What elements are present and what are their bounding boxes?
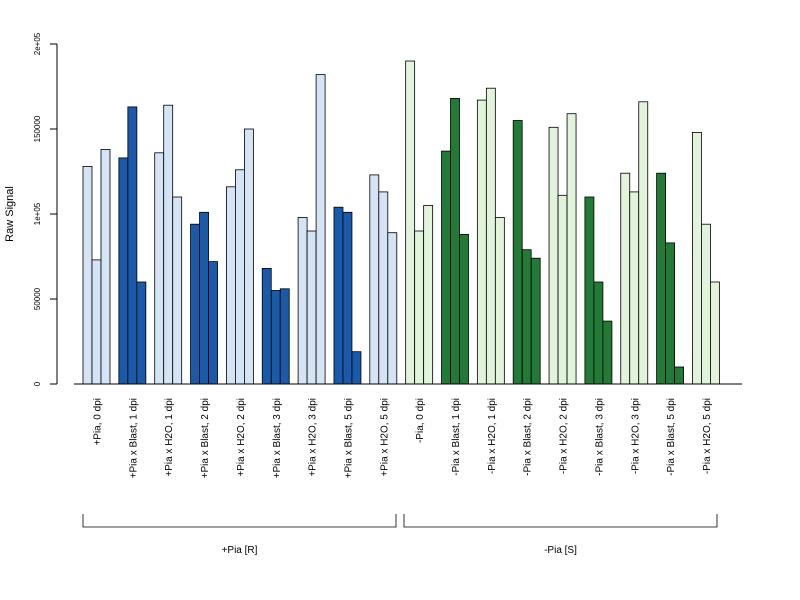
y-axis-label: Raw Signal (4, 186, 16, 242)
bar (530, 257, 541, 385)
bar (243, 128, 254, 385)
x-tick-label: -Pia x H2O, 1 dpi (487, 398, 498, 474)
x-tick-label: +Pia x H2O, 1 dpi (164, 398, 175, 477)
bar (297, 216, 308, 385)
bar (163, 104, 174, 385)
x-tick-label: -Pia x Blast, 5 dpi (666, 398, 677, 476)
x-tick-label: -Pia x H2O, 3 dpi (630, 398, 641, 474)
x-tick-labels: +Pia, 0 dpi +Pia x Blast, 1 dpi +Pia x H2O… (93, 398, 713, 478)
bar (521, 249, 532, 385)
bar (333, 206, 344, 385)
y-tick-label: 50000 (33, 287, 42, 310)
group-brackets: +Pia [R] -Pia [S] (82, 514, 718, 556)
bar (557, 194, 568, 385)
x-tick-label: +Pia x H2O, 3 dpi (308, 398, 319, 477)
bar (566, 113, 577, 385)
group-label: -Pia [S] (544, 545, 577, 556)
bar (548, 126, 559, 385)
x-tick-label: +Pia x Blast, 1 dpi (128, 398, 139, 478)
bar (369, 174, 380, 385)
x-tick-label: -Pia x H2O, 5 dpi (702, 398, 713, 474)
bar (234, 169, 245, 385)
x-tick-label: -Pia x Blast, 1 dpi (451, 398, 462, 476)
bar (423, 205, 434, 385)
bar (172, 196, 183, 385)
y-tick-label: 150000 (33, 115, 42, 142)
bar (656, 172, 666, 385)
bar (387, 232, 398, 385)
bar (279, 288, 290, 385)
bar (342, 211, 353, 385)
group-label: +Pia [R] (222, 545, 258, 556)
bar (674, 366, 684, 385)
bar (136, 281, 147, 385)
x-tick-label: -Pia x Blast, 3 dpi (594, 398, 605, 476)
bar (629, 191, 640, 385)
bar (100, 148, 111, 385)
bar (405, 60, 416, 385)
bar (620, 172, 631, 385)
bar (270, 290, 281, 385)
bar (154, 152, 165, 385)
bar (91, 259, 102, 385)
x-tick-label: +Pia x H2O, 5 dpi (379, 398, 390, 477)
bar (190, 223, 200, 385)
bar (701, 223, 711, 385)
x-tick-label: -Pia, 0 dpi (415, 398, 426, 443)
bar (414, 230, 425, 385)
bar (665, 242, 675, 385)
group-bracket (403, 514, 718, 528)
bar (692, 131, 702, 385)
bar (710, 281, 720, 385)
bar (378, 191, 389, 385)
bar (118, 157, 129, 385)
bar (485, 87, 496, 385)
y-tick-label: 0 (33, 381, 42, 386)
bar (638, 101, 649, 385)
bar (225, 186, 236, 385)
bar (593, 281, 604, 385)
y-tick-label: 1e+05 (33, 202, 42, 225)
bar (512, 120, 523, 385)
bar (602, 320, 613, 385)
bar (351, 351, 362, 385)
x-tick-label: +Pia x Blast, 3 dpi (272, 398, 283, 478)
bar (82, 165, 93, 385)
bar (450, 98, 460, 385)
x-tick-label: +Pia x H2O, 2 dpi (236, 398, 247, 477)
bar (127, 106, 138, 385)
y-axis: 0 50000 1e+05 150000 2e+05 (33, 32, 58, 386)
x-tick-label: -Pia x H2O, 2 dpi (559, 398, 570, 474)
x-tick-label: -Pia x Blast, 2 dpi (523, 398, 534, 476)
bar (476, 99, 487, 385)
bar (584, 196, 595, 385)
bar (199, 211, 209, 385)
bar (261, 267, 272, 385)
bars-layer (82, 60, 720, 385)
bar (208, 261, 218, 385)
x-tick-label: +Pia x Blast, 2 dpi (200, 398, 211, 478)
bar (494, 216, 505, 385)
bar (306, 230, 317, 385)
x-tick-label: +Pia, 0 dpi (93, 398, 104, 446)
group-bracket (82, 514, 397, 528)
bar (315, 74, 326, 385)
bar (459, 233, 469, 385)
bar (441, 150, 451, 385)
y-tick-label: 2e+05 (33, 32, 42, 55)
x-tick-label: +Pia x Blast, 5 dpi (343, 398, 354, 478)
